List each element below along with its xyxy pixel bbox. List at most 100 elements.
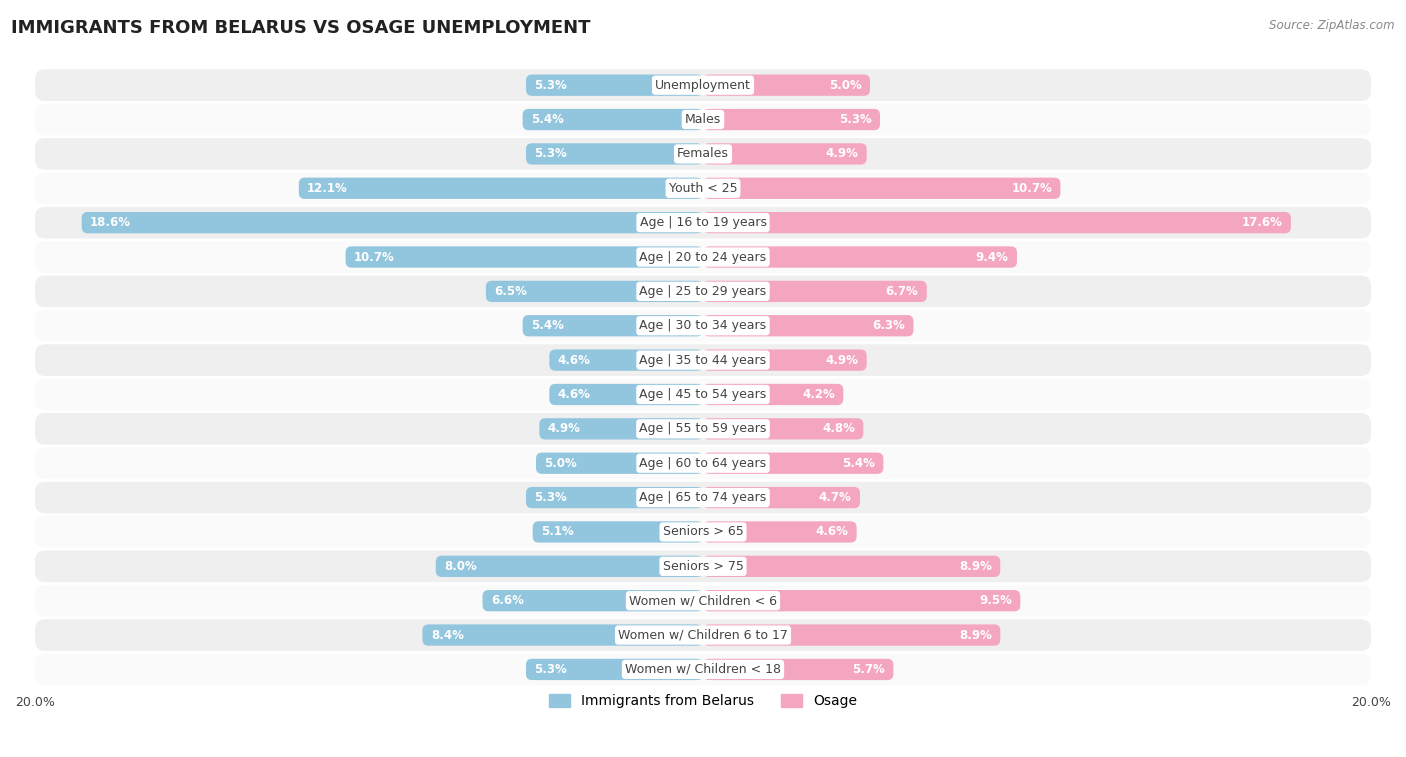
Text: 5.4%: 5.4%	[531, 319, 564, 332]
FancyBboxPatch shape	[35, 344, 1371, 376]
FancyBboxPatch shape	[35, 310, 1371, 341]
Text: 4.9%: 4.9%	[825, 354, 858, 366]
FancyBboxPatch shape	[550, 384, 703, 405]
Text: 4.7%: 4.7%	[818, 491, 852, 504]
FancyBboxPatch shape	[35, 447, 1371, 479]
Text: 10.7%: 10.7%	[354, 251, 395, 263]
Text: 5.1%: 5.1%	[541, 525, 574, 538]
Text: Age | 60 to 64 years: Age | 60 to 64 years	[640, 456, 766, 469]
Text: 6.6%: 6.6%	[491, 594, 524, 607]
FancyBboxPatch shape	[703, 109, 880, 130]
FancyBboxPatch shape	[486, 281, 703, 302]
Text: 4.8%: 4.8%	[823, 422, 855, 435]
FancyBboxPatch shape	[703, 212, 1291, 233]
Text: 4.9%: 4.9%	[548, 422, 581, 435]
Text: 6.5%: 6.5%	[495, 285, 527, 298]
Text: 5.3%: 5.3%	[534, 491, 567, 504]
Text: 8.4%: 8.4%	[430, 628, 464, 641]
FancyBboxPatch shape	[346, 246, 703, 268]
Text: 10.7%: 10.7%	[1011, 182, 1052, 195]
FancyBboxPatch shape	[82, 212, 703, 233]
Text: 17.6%: 17.6%	[1241, 217, 1282, 229]
FancyBboxPatch shape	[703, 178, 1060, 199]
Text: 5.4%: 5.4%	[842, 456, 875, 469]
FancyBboxPatch shape	[35, 276, 1371, 307]
FancyBboxPatch shape	[703, 143, 866, 164]
FancyBboxPatch shape	[703, 522, 856, 543]
Text: Age | 45 to 54 years: Age | 45 to 54 years	[640, 388, 766, 401]
FancyBboxPatch shape	[526, 143, 703, 164]
Text: IMMIGRANTS FROM BELARUS VS OSAGE UNEMPLOYMENT: IMMIGRANTS FROM BELARUS VS OSAGE UNEMPLO…	[11, 19, 591, 37]
FancyBboxPatch shape	[540, 418, 703, 440]
Text: Age | 55 to 59 years: Age | 55 to 59 years	[640, 422, 766, 435]
FancyBboxPatch shape	[703, 487, 860, 508]
Text: 5.3%: 5.3%	[839, 113, 872, 126]
FancyBboxPatch shape	[35, 104, 1371, 136]
Text: 12.1%: 12.1%	[307, 182, 347, 195]
FancyBboxPatch shape	[703, 418, 863, 440]
Text: 4.2%: 4.2%	[803, 388, 835, 401]
Text: Youth < 25: Youth < 25	[669, 182, 737, 195]
FancyBboxPatch shape	[35, 241, 1371, 273]
FancyBboxPatch shape	[550, 350, 703, 371]
Text: 6.3%: 6.3%	[872, 319, 905, 332]
Text: Males: Males	[685, 113, 721, 126]
Text: 5.3%: 5.3%	[534, 148, 567, 160]
Text: 6.7%: 6.7%	[886, 285, 918, 298]
Text: 4.6%: 4.6%	[558, 354, 591, 366]
Text: 4.6%: 4.6%	[815, 525, 848, 538]
FancyBboxPatch shape	[703, 453, 883, 474]
FancyBboxPatch shape	[35, 413, 1371, 444]
FancyBboxPatch shape	[523, 315, 703, 336]
FancyBboxPatch shape	[35, 207, 1371, 238]
FancyBboxPatch shape	[482, 590, 703, 612]
Text: Seniors > 75: Seniors > 75	[662, 560, 744, 573]
Legend: Immigrants from Belarus, Osage: Immigrants from Belarus, Osage	[543, 689, 863, 714]
Text: Women w/ Children < 6: Women w/ Children < 6	[628, 594, 778, 607]
FancyBboxPatch shape	[526, 487, 703, 508]
FancyBboxPatch shape	[703, 590, 1021, 612]
FancyBboxPatch shape	[299, 178, 703, 199]
Text: Age | 65 to 74 years: Age | 65 to 74 years	[640, 491, 766, 504]
FancyBboxPatch shape	[703, 350, 866, 371]
Text: 8.9%: 8.9%	[959, 560, 993, 573]
FancyBboxPatch shape	[35, 653, 1371, 685]
Text: 5.0%: 5.0%	[830, 79, 862, 92]
Text: 4.9%: 4.9%	[825, 148, 858, 160]
FancyBboxPatch shape	[35, 481, 1371, 513]
Text: 5.4%: 5.4%	[531, 113, 564, 126]
Text: 5.0%: 5.0%	[544, 456, 576, 469]
FancyBboxPatch shape	[703, 74, 870, 96]
FancyBboxPatch shape	[536, 453, 703, 474]
Text: 18.6%: 18.6%	[90, 217, 131, 229]
Text: Age | 20 to 24 years: Age | 20 to 24 years	[640, 251, 766, 263]
Text: 4.6%: 4.6%	[558, 388, 591, 401]
Text: Source: ZipAtlas.com: Source: ZipAtlas.com	[1270, 19, 1395, 32]
Text: Age | 35 to 44 years: Age | 35 to 44 years	[640, 354, 766, 366]
FancyBboxPatch shape	[703, 625, 1000, 646]
FancyBboxPatch shape	[422, 625, 703, 646]
FancyBboxPatch shape	[533, 522, 703, 543]
FancyBboxPatch shape	[35, 173, 1371, 204]
FancyBboxPatch shape	[703, 315, 914, 336]
Text: Age | 30 to 34 years: Age | 30 to 34 years	[640, 319, 766, 332]
Text: Women w/ Children 6 to 17: Women w/ Children 6 to 17	[619, 628, 787, 641]
FancyBboxPatch shape	[703, 384, 844, 405]
Text: Age | 25 to 29 years: Age | 25 to 29 years	[640, 285, 766, 298]
Text: 9.4%: 9.4%	[976, 251, 1008, 263]
FancyBboxPatch shape	[526, 659, 703, 680]
Text: Unemployment: Unemployment	[655, 79, 751, 92]
FancyBboxPatch shape	[436, 556, 703, 577]
FancyBboxPatch shape	[35, 138, 1371, 170]
Text: 5.3%: 5.3%	[534, 663, 567, 676]
FancyBboxPatch shape	[703, 556, 1000, 577]
FancyBboxPatch shape	[526, 74, 703, 96]
Text: 9.5%: 9.5%	[979, 594, 1012, 607]
Text: Women w/ Children < 18: Women w/ Children < 18	[626, 663, 780, 676]
FancyBboxPatch shape	[35, 550, 1371, 582]
Text: Seniors > 65: Seniors > 65	[662, 525, 744, 538]
FancyBboxPatch shape	[703, 659, 893, 680]
FancyBboxPatch shape	[35, 619, 1371, 651]
FancyBboxPatch shape	[35, 585, 1371, 616]
Text: 8.0%: 8.0%	[444, 560, 477, 573]
